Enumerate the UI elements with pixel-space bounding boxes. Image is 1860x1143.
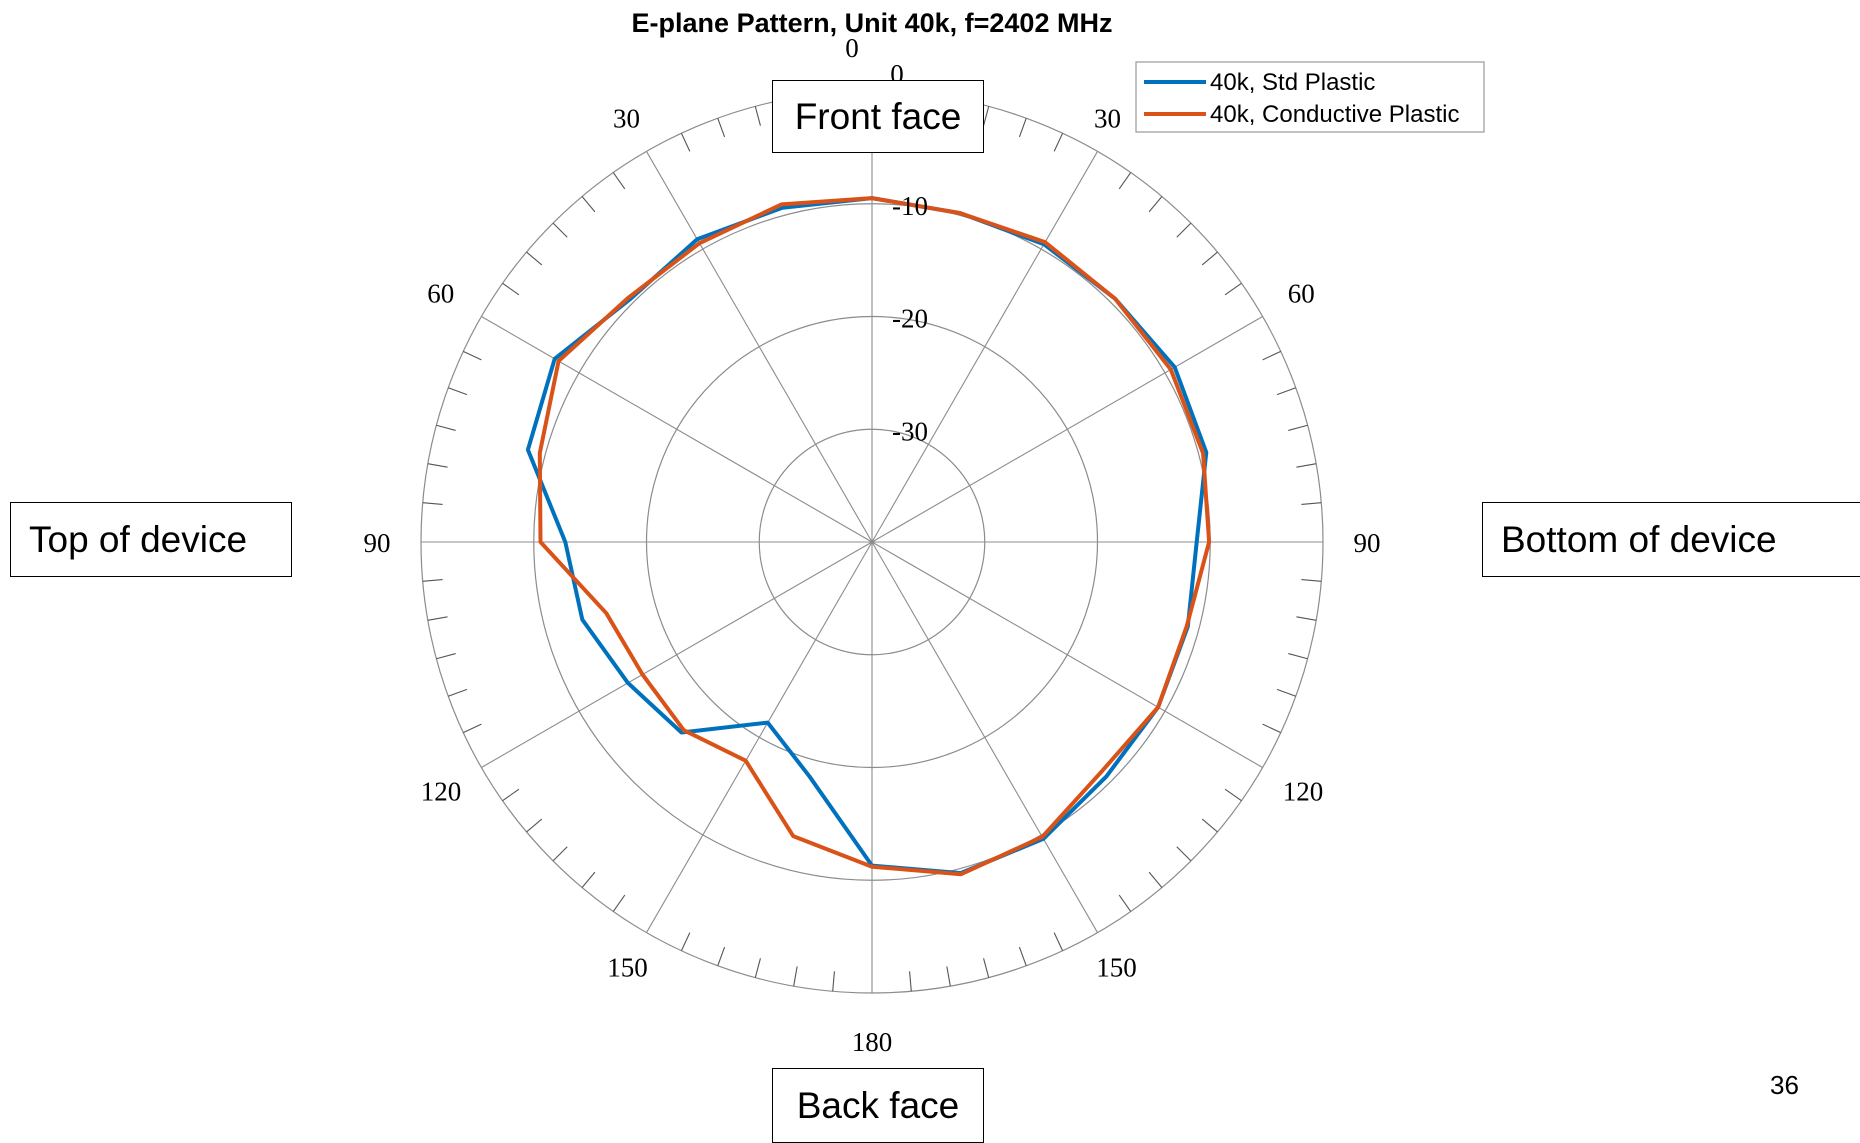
grid-spoke (871, 151, 1098, 543)
chart-title: E-plane Pattern, Unit 40k, f=2402 MHz (632, 8, 1113, 38)
r-tick-label: -20 (892, 304, 928, 334)
theta-tick-label: 150 (607, 953, 648, 983)
legend: 40k, Std Plastic 40k, Conductive Plastic (1135, 61, 1485, 133)
theta-tick-mark (1201, 251, 1218, 266)
theta-tick-mark (1262, 723, 1281, 734)
theta-tick-mark (1224, 282, 1242, 296)
theta-tick-mark (1301, 502, 1322, 505)
theta-tick-label: 30 (1094, 104, 1121, 134)
grid-spoke (646, 151, 873, 543)
theta-tick-mark (526, 818, 543, 833)
theta-tick-mark (463, 723, 482, 734)
polar-grid (420, 90, 1324, 994)
theta-tick-label: 150 (1096, 953, 1137, 983)
theta-tick-mark (680, 932, 691, 951)
theta-tick-mark (1148, 871, 1163, 888)
theta-tick-label: 90 (1354, 528, 1381, 558)
theta-tick-label: 60 (427, 279, 454, 309)
theta-tick-mark (1176, 222, 1192, 238)
theta-tick-mark (793, 966, 798, 987)
theta-tick-mark (612, 894, 626, 912)
page-number: 36 (1770, 1070, 1799, 1100)
theta-tick-mark (1053, 133, 1064, 152)
theta-tick-mark (436, 424, 456, 431)
grid-spoke (871, 316, 1263, 543)
theta-tick-mark (1276, 688, 1296, 697)
theta-tick-mark (436, 653, 456, 660)
theta-tick-mark (502, 282, 520, 296)
theta-tick-mark (1053, 932, 1064, 951)
theta-tick-mark (581, 871, 596, 888)
grid-spoke (646, 541, 873, 933)
theta-tick-mark (552, 222, 568, 238)
legend-label-conductive: 40k, Conductive Plastic (1210, 101, 1459, 128)
series-line-2 (537, 196, 1212, 877)
theta-tick-mark (552, 846, 568, 862)
theta-tick-mark (448, 688, 468, 697)
theta-tick-mark (983, 106, 990, 126)
theta-tick-label: 180 (852, 1027, 893, 1057)
theta-tick-mark (581, 196, 596, 213)
theta-tick-mark (1301, 579, 1322, 582)
top-of-device-label: Top of device (10, 502, 292, 577)
theta-tick-mark (1018, 118, 1027, 138)
back-face-label: Back face (772, 1068, 984, 1143)
theta-tick-mark (1201, 818, 1218, 833)
theta-tick-mark (1288, 653, 1308, 660)
legend-box (1135, 61, 1485, 133)
r-tick-label: -30 (892, 416, 928, 446)
theta-tick-mark (448, 387, 468, 396)
grid-spoke (871, 541, 1263, 768)
theta-tick-label: 120 (1283, 777, 1324, 807)
theta-tick-mark (1262, 350, 1281, 361)
theta-tick-mark (422, 579, 443, 582)
theta-tick-mark (680, 133, 691, 152)
theta-tick-mark (1276, 387, 1296, 396)
theta-tick-mark (1018, 946, 1027, 966)
theta-tick-mark (832, 971, 835, 992)
theta-tick-mark (463, 350, 482, 361)
theta-tick-mark (1296, 616, 1317, 621)
theta-tick-mark (946, 966, 951, 987)
theta-tick-mark (526, 251, 543, 266)
theta-tick-mark (1118, 172, 1132, 190)
theta-tick-mark (427, 463, 448, 468)
theta-tick-mark (1118, 894, 1132, 912)
series-line-1 (525, 196, 1209, 876)
theta-tick-mark (754, 106, 761, 126)
theta-tick-mark (1224, 788, 1242, 802)
grid-spoke (481, 541, 873, 768)
front-face-label: Front face (772, 80, 984, 153)
grid-spoke (481, 316, 873, 543)
theta-tick-mark (717, 946, 726, 966)
grid-spoke (871, 541, 1098, 933)
theta-tick-mark (754, 958, 761, 978)
series-lines (525, 196, 1212, 877)
theta-tick-mark (1288, 424, 1308, 431)
theta-tick-mark (612, 172, 626, 190)
theta-tick-mark (1296, 463, 1317, 468)
theta-tick-label: 90 (364, 528, 391, 558)
r-tick-label: -10 (892, 191, 928, 221)
theta-tick-label: 120 (421, 777, 462, 807)
theta-tick-mark (909, 971, 912, 992)
theta-tick-mark (422, 502, 443, 505)
theta-tick-mark (1148, 196, 1163, 213)
legend-label-std: 40k, Std Plastic (1210, 69, 1375, 96)
theta-tick-label: 0 (845, 33, 859, 63)
theta-tick-label: 60 (1288, 279, 1315, 309)
theta-tick-mark (717, 118, 726, 138)
theta-tick-marks (422, 92, 1322, 992)
theta-tick-label: 30 (613, 104, 640, 134)
theta-tick-mark (502, 788, 520, 802)
theta-tick-mark (1176, 846, 1192, 862)
theta-tick-mark (427, 616, 448, 621)
bottom-of-device-label: Bottom of device (1482, 502, 1860, 577)
theta-tick-mark (983, 958, 990, 978)
